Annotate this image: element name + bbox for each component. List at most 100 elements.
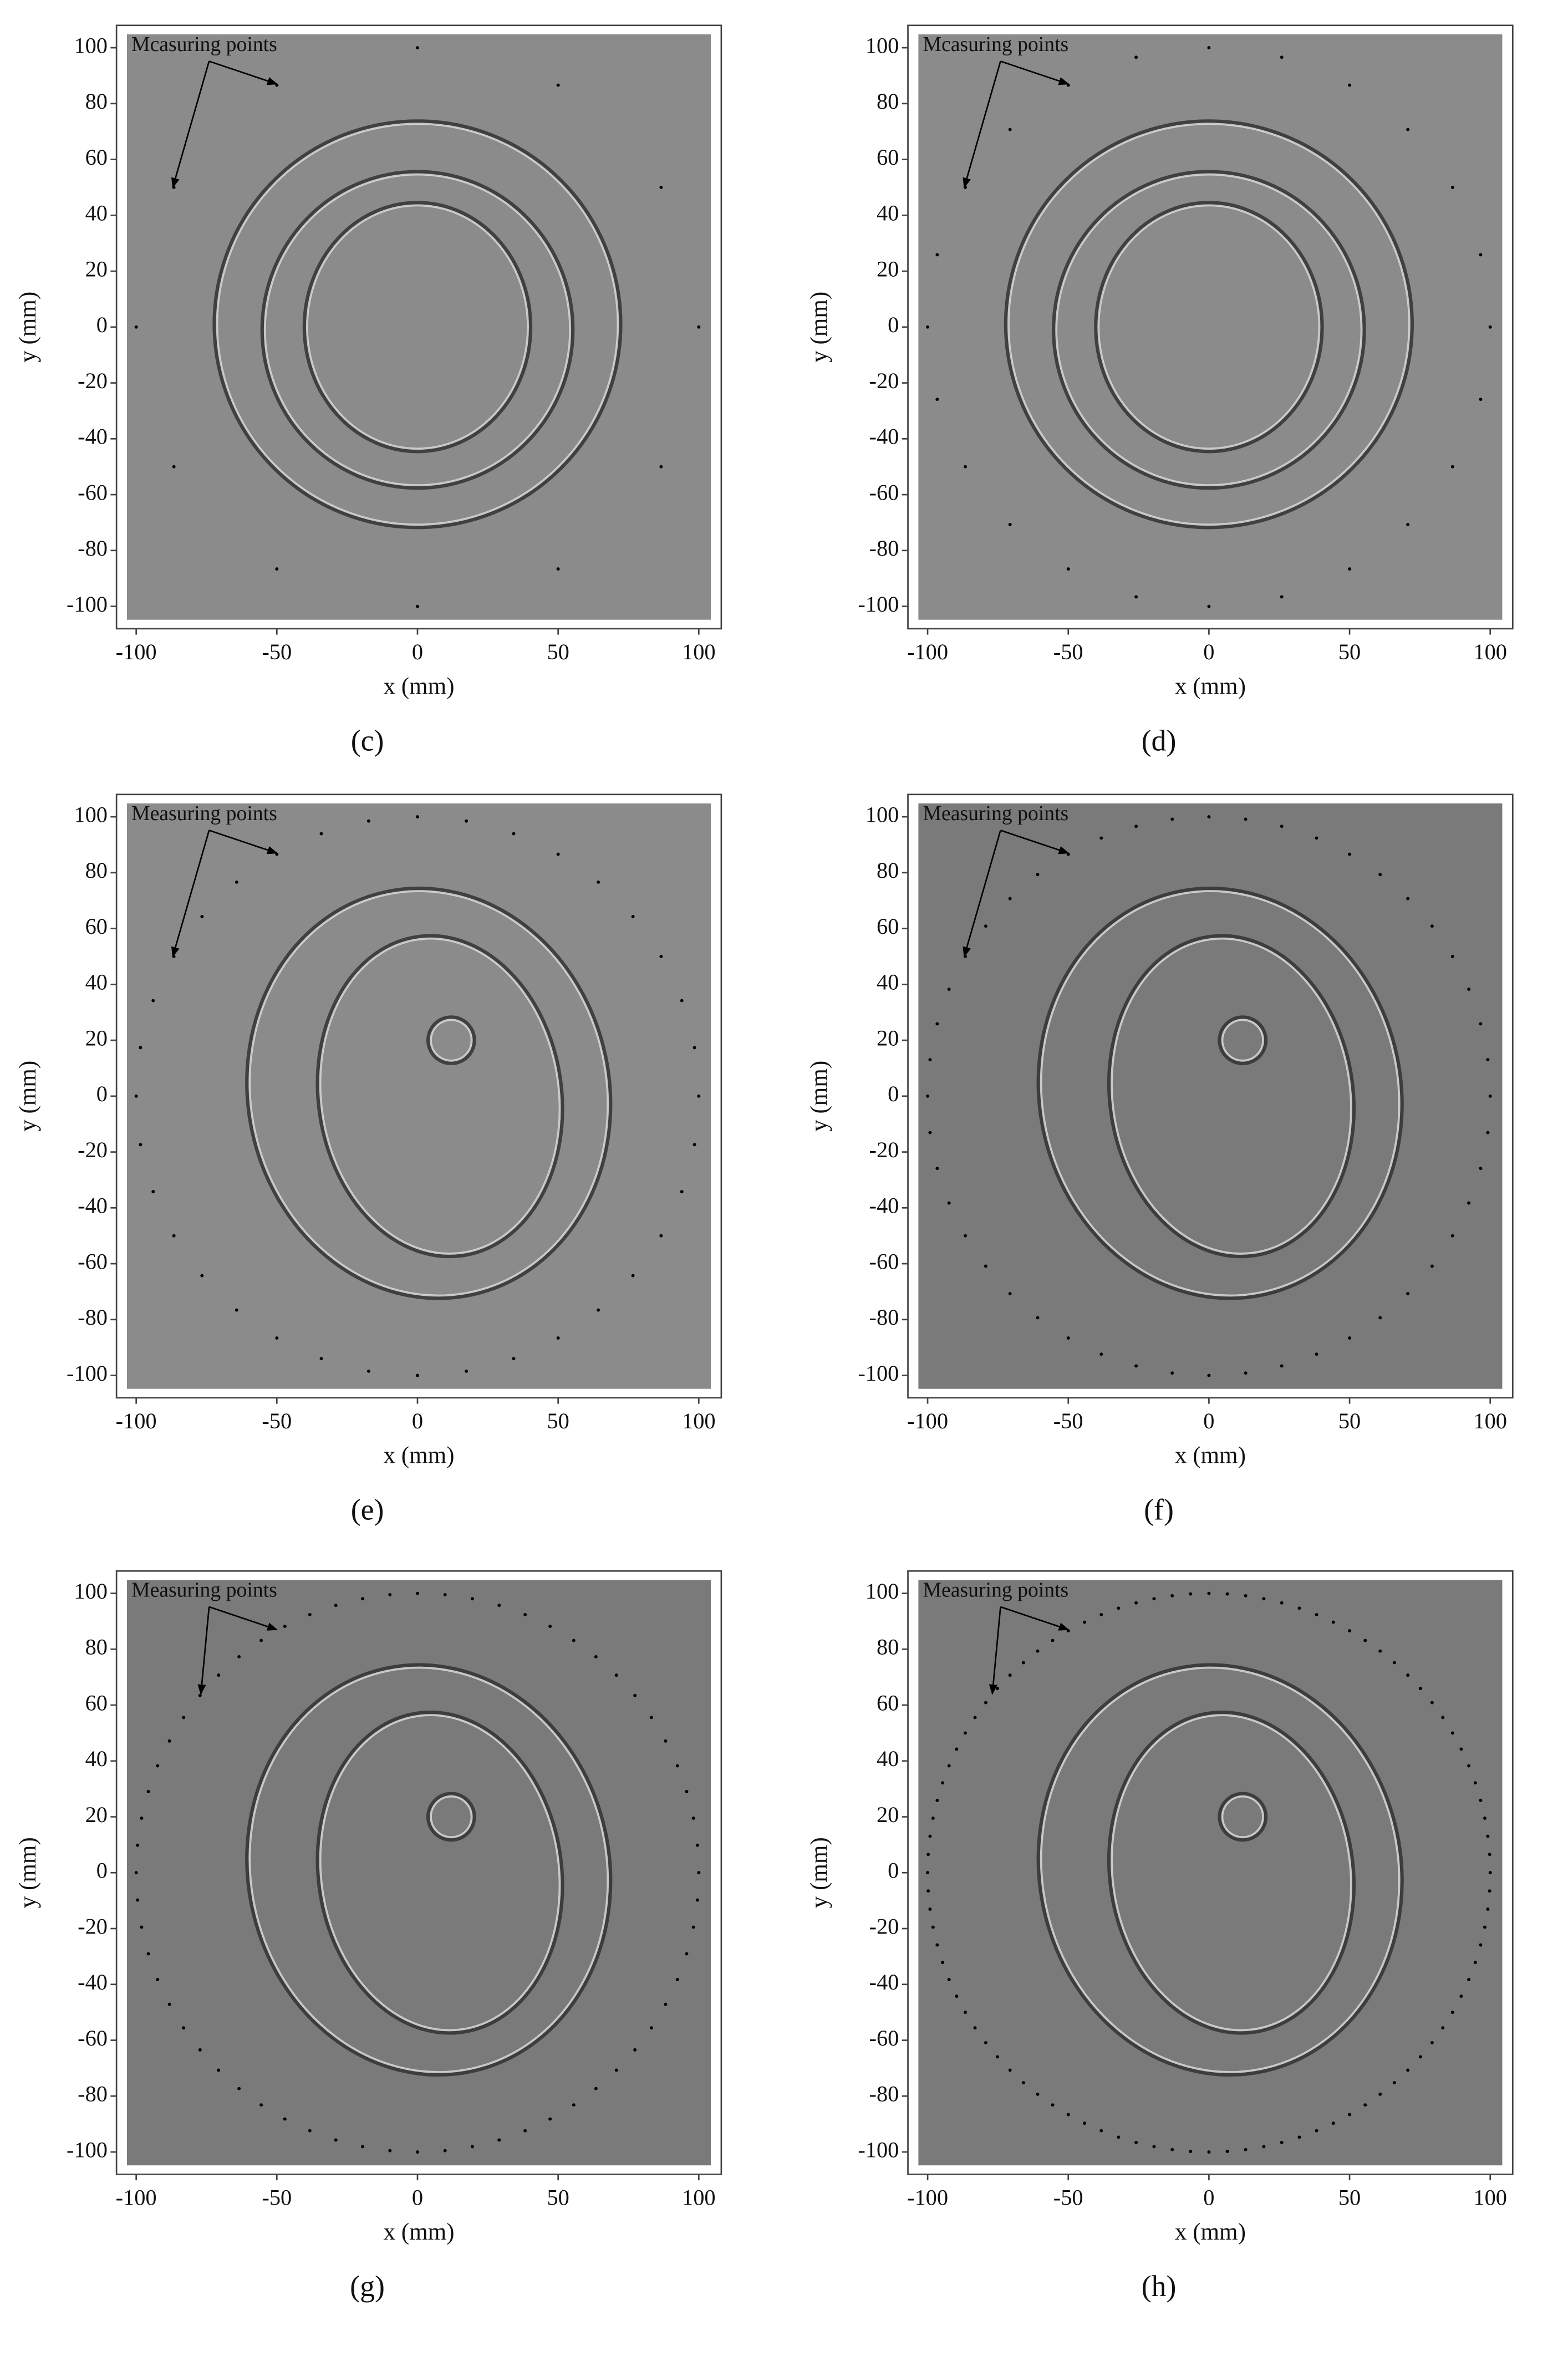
measuring-point bbox=[984, 924, 987, 928]
ring bbox=[319, 1714, 561, 2032]
measuring-point bbox=[1207, 1591, 1211, 1595]
measuring-point bbox=[198, 1693, 202, 1697]
annotation: Mcasuring points bbox=[131, 33, 277, 56]
y-tick-label: -40 bbox=[869, 424, 899, 449]
ring bbox=[1107, 1711, 1356, 2035]
measuring-point bbox=[1479, 398, 1483, 401]
measuring-point bbox=[659, 955, 663, 958]
measuring-point bbox=[1225, 2150, 1229, 2153]
ring bbox=[216, 123, 619, 526]
y-tick-label: 0 bbox=[888, 312, 899, 337]
measuring-point bbox=[470, 2145, 474, 2149]
x-axis-label: x (mm) bbox=[1175, 673, 1246, 699]
measuring-point bbox=[523, 1612, 527, 1616]
measuring-point bbox=[1099, 1352, 1103, 1356]
measuring-point bbox=[1483, 1925, 1486, 1929]
measuring-point bbox=[1099, 836, 1103, 840]
measuring-point bbox=[1280, 825, 1284, 828]
measuring-point bbox=[964, 2011, 967, 2014]
measuring-point bbox=[955, 1747, 959, 1751]
measuring-point bbox=[1262, 1597, 1266, 1601]
ring bbox=[212, 119, 623, 530]
y-tick-label: 40 bbox=[877, 970, 899, 995]
y-tick-label: 80 bbox=[85, 89, 108, 114]
measuring-point bbox=[695, 1898, 699, 1902]
measuring-point bbox=[685, 1790, 689, 1794]
measuring-point bbox=[1170, 817, 1174, 821]
measuring-point bbox=[156, 1764, 160, 1768]
y-tick-label: -80 bbox=[78, 2082, 108, 2106]
measuring-point bbox=[935, 1943, 939, 1947]
measuring-point bbox=[200, 915, 204, 919]
caption: (f) bbox=[1144, 1493, 1174, 1526]
measuring-point bbox=[926, 1853, 930, 1856]
measuring-point bbox=[1099, 2129, 1103, 2133]
measuring-point bbox=[217, 1673, 221, 1677]
ring bbox=[426, 1792, 476, 1842]
x-tick-label: -100 bbox=[907, 2185, 948, 2210]
measuring-point bbox=[1459, 1747, 1463, 1751]
measuring-point bbox=[172, 465, 176, 469]
measuring-point bbox=[1021, 1661, 1025, 1665]
measuring-point bbox=[182, 1716, 186, 1719]
ring bbox=[1004, 119, 1414, 530]
measuring-point bbox=[1488, 325, 1492, 329]
measuring-point bbox=[1406, 897, 1410, 900]
measuring-point bbox=[259, 2103, 263, 2107]
y-tick-label: -40 bbox=[869, 1970, 899, 1994]
measuring-point bbox=[675, 1978, 679, 1982]
measuring-point bbox=[556, 1336, 560, 1340]
annotation: Mcasuring points bbox=[923, 33, 1068, 56]
measuring-point bbox=[1152, 1597, 1156, 1601]
measuring-point bbox=[1441, 1716, 1445, 1719]
caption: (e) bbox=[351, 1493, 384, 1526]
y-tick-label: 80 bbox=[877, 89, 899, 114]
arrow bbox=[208, 60, 278, 85]
measuring-point bbox=[1207, 2150, 1211, 2154]
measuring-point bbox=[594, 1655, 598, 1658]
measuring-point bbox=[366, 819, 370, 823]
measuring-point bbox=[1430, 2041, 1434, 2044]
measuring-point bbox=[1331, 1620, 1335, 1624]
measuring-point bbox=[200, 1274, 204, 1278]
x-axis-label: x (mm) bbox=[383, 1442, 454, 1468]
y-tick-label: -60 bbox=[869, 1249, 899, 1274]
y-tick-label: -80 bbox=[869, 2082, 899, 2106]
measuring-point bbox=[1430, 1701, 1434, 1704]
measuring-point bbox=[1280, 55, 1284, 59]
measuring-point bbox=[548, 2117, 552, 2121]
measuring-point bbox=[1378, 1316, 1382, 1320]
y-tick-label: 60 bbox=[85, 145, 108, 170]
y-tick-label: -40 bbox=[78, 1970, 108, 1994]
x-tick-label: 50 bbox=[1338, 1408, 1361, 1433]
y-tick-label: -40 bbox=[78, 1193, 108, 1218]
measuring-point bbox=[366, 1369, 370, 1373]
measuring-point bbox=[1467, 1201, 1471, 1205]
measuring-point bbox=[1244, 2148, 1248, 2151]
measuring-point bbox=[1008, 2068, 1012, 2072]
y-tick-label: 40 bbox=[877, 201, 899, 226]
measuring-point bbox=[1450, 955, 1454, 958]
measuring-point bbox=[275, 1336, 279, 1340]
image-area bbox=[918, 803, 1503, 1389]
measuring-point bbox=[1083, 1620, 1086, 1624]
measuring-point bbox=[964, 465, 967, 469]
measuring-point bbox=[631, 1274, 635, 1278]
y-tick-label: -20 bbox=[869, 368, 899, 393]
measuring-point bbox=[614, 1673, 618, 1677]
ring bbox=[1040, 890, 1401, 1297]
y-tick-label: 20 bbox=[85, 256, 108, 281]
image-area bbox=[918, 1580, 1503, 2166]
y-tick-label: 40 bbox=[85, 201, 108, 226]
x-tick-label: -50 bbox=[262, 1408, 292, 1433]
measuring-point bbox=[235, 1308, 238, 1312]
arrow bbox=[197, 1606, 210, 1695]
measuring-point bbox=[1280, 595, 1284, 599]
arrow bbox=[989, 1606, 1001, 1695]
measuring-point bbox=[319, 832, 323, 836]
measuring-point bbox=[523, 2129, 527, 2133]
y-tick-label: -60 bbox=[78, 1249, 108, 1274]
y-tick-label: -40 bbox=[869, 1193, 899, 1218]
x-tick-label: -50 bbox=[1053, 639, 1083, 664]
measuring-point bbox=[172, 1234, 176, 1238]
